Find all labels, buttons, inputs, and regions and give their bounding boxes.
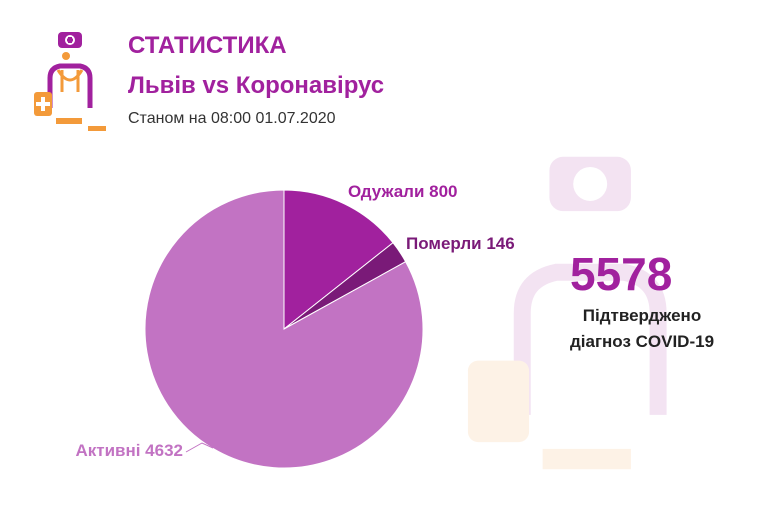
page-title: СТАТИСТИКА	[128, 32, 287, 59]
pie-slice-0	[283, 189, 394, 331]
slice-label-0: Одужали 800	[348, 182, 458, 201]
confirmed-caption: Підтверджено діагноз COVID-19	[548, 303, 736, 355]
confirmed-caption-line-1: Підтверджено	[582, 306, 702, 325]
slice-label-1: Померли 146	[406, 234, 515, 253]
slice-label-2: Активні 4632	[75, 441, 183, 460]
date-stamp: Станом на 08:00 01.07.2020	[128, 110, 336, 127]
confirmed-caption-line-2: діагноз COVID-19	[569, 332, 715, 351]
slice-leader-line-2	[185, 442, 214, 453]
doctor-logo-icon	[34, 32, 106, 131]
total-confirmed-count: 5578	[570, 248, 673, 300]
page-subtitle: Львів vs Коронавірус	[128, 72, 385, 99]
pie-slice-2	[144, 189, 424, 469]
doctor-watermark-icon	[467, 156, 667, 470]
